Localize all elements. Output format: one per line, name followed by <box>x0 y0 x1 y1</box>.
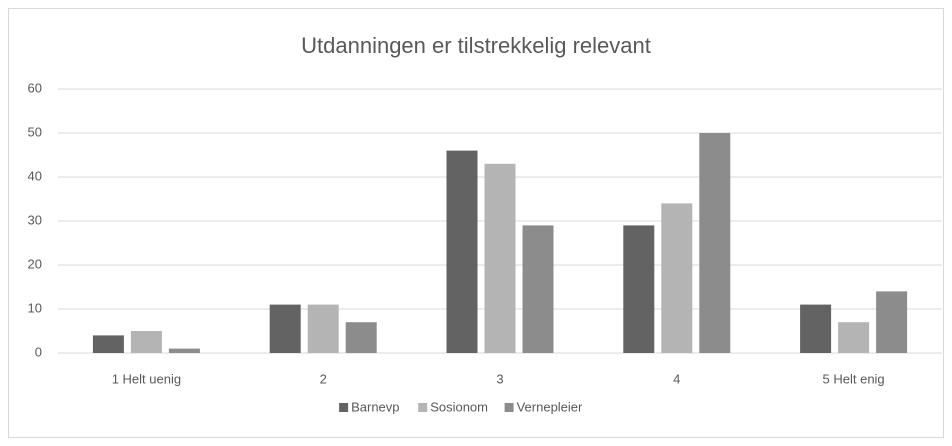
y-tick-label: 50 <box>28 124 42 139</box>
bar <box>800 304 832 353</box>
bar <box>484 163 516 353</box>
y-tick-label: 30 <box>28 212 42 227</box>
bar <box>446 150 478 353</box>
bar <box>876 291 908 353</box>
legend-swatch <box>418 403 428 412</box>
bar <box>130 331 162 353</box>
bar <box>345 322 377 353</box>
y-tick-label: 10 <box>28 300 42 315</box>
chart-title: Utdanningen er tilstrekkelig relevant <box>301 33 651 58</box>
legend-swatch <box>339 403 349 412</box>
y-tick-label: 40 <box>28 168 42 183</box>
x-tick-label: 3 <box>496 371 503 386</box>
bar <box>307 304 339 353</box>
bar <box>269 304 301 353</box>
bar <box>92 335 124 353</box>
bar <box>699 133 731 353</box>
y-tick-label: 0 <box>35 344 42 359</box>
legend-swatch <box>504 403 514 412</box>
x-tick-label: 1 Helt uenig <box>112 371 181 386</box>
legend-label: Barnevp <box>351 399 399 414</box>
legend-label: Sosionom <box>430 399 488 414</box>
legend-label: Vernepleier <box>517 399 583 414</box>
bar <box>168 348 200 353</box>
x-tick-label: 5 Helt enig <box>823 371 885 386</box>
bar <box>623 225 655 353</box>
bar <box>522 225 554 353</box>
bar <box>838 322 870 353</box>
y-tick-label: 20 <box>28 256 42 271</box>
x-tick-label: 4 <box>673 371 680 386</box>
bar <box>661 203 693 353</box>
x-tick-label: 2 <box>320 371 327 386</box>
y-tick-label: 60 <box>28 80 42 95</box>
